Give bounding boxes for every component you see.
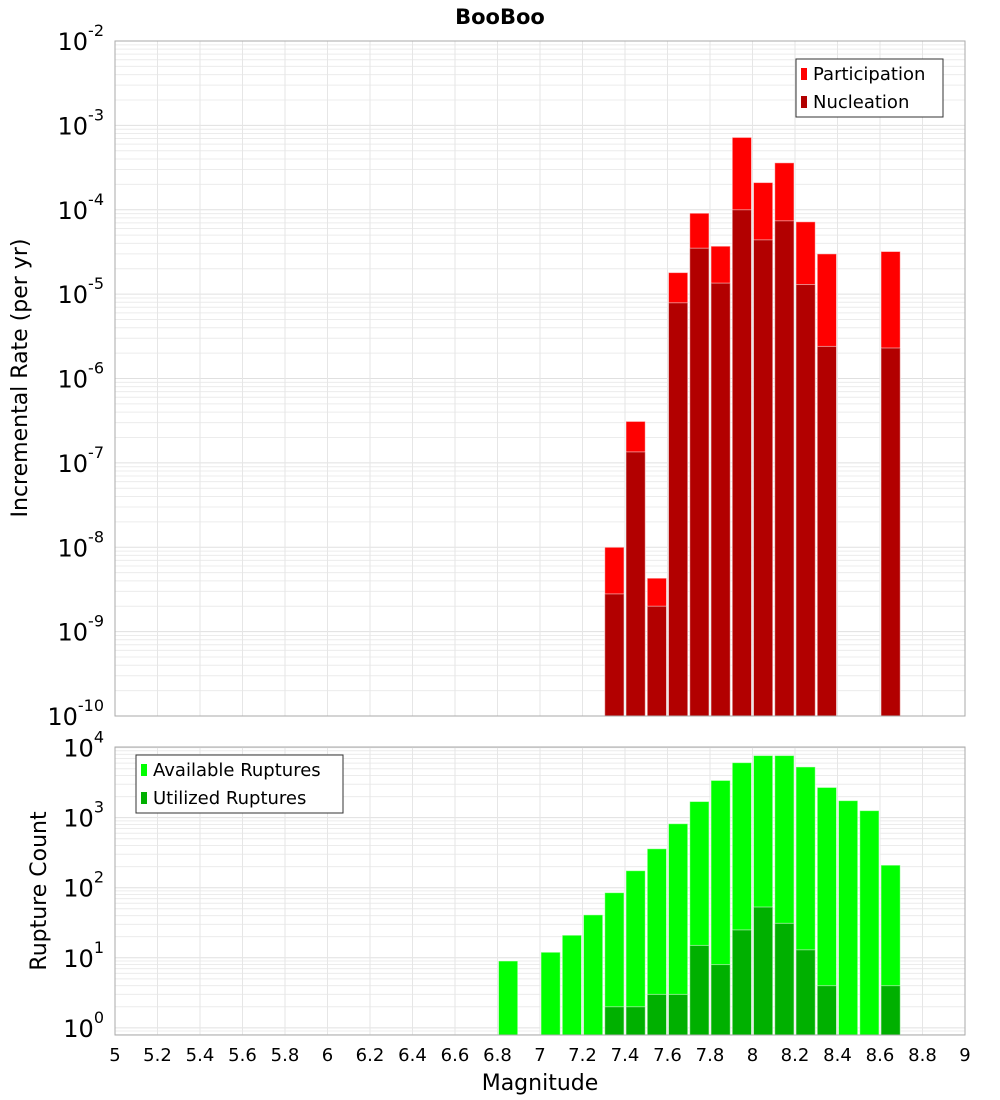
bottom-y-axis-label: Rupture Count [27,811,52,971]
x-tick-label: 5.8 [271,1045,300,1066]
legend: Available Ruptures Utilized Ruptures [135,754,344,814]
bar-available-ruptures [838,800,859,1036]
y-tick-label: 10-3 [58,105,105,140]
x-tick-label: 5 [109,1045,120,1066]
x-tick-label: 8.2 [781,1045,810,1066]
y-tick-label: 10-5 [58,274,105,309]
bar-utilized-ruptures [753,906,774,1036]
x-tick-label: 7.4 [611,1045,640,1066]
bar-nucleation [646,605,667,717]
bar-utilized-ruptures [625,1006,646,1036]
bar-nucleation [774,220,795,717]
x-tick-label: 7.2 [568,1045,597,1066]
y-tick-label: 104 [63,728,104,763]
bar-nucleation [668,302,689,717]
x-tick-label: 6.8 [483,1045,512,1066]
bar-utilized-ruptures [689,944,710,1036]
y-tick-label: 100 [63,1008,104,1043]
x-tick-label: 8.4 [823,1045,852,1066]
plot-panel-1: 10-10 10-9 10-8 10-7 10-6 10-5 10-4 10-3 10-2 Par… [47,21,966,731]
bar-available-ruptures [583,914,604,1036]
x-axis-label: Magnitude [482,1071,599,1096]
legend-box [795,58,944,118]
plot-panel-2: 100 101 102 103 104 Available Ruptures Utilize… [63,728,966,1043]
bar-utilized-ruptures [646,993,667,1036]
legend-label: Available Ruptures [153,760,321,781]
x-tick-label: 8.8 [908,1045,937,1066]
x-tick-label: 7.8 [696,1045,725,1066]
bar-nucleation [689,247,710,717]
bar-utilized-ruptures [731,929,752,1036]
bar-available-ruptures [561,934,582,1036]
x-tick-label: 5.6 [228,1045,257,1066]
y-tick-label: 10-6 [58,359,105,394]
x-tick-label: 9 [959,1045,970,1066]
y-tick-label: 103 [63,798,104,833]
x-tick-label: 7 [534,1045,545,1066]
bar-nucleation [625,451,646,717]
bar-nucleation [731,209,752,717]
y-tick-label: 10-2 [58,21,105,56]
x-tick-label: 6.6 [441,1045,470,1066]
bar-nucleation [710,282,731,717]
x-tick-label: 5.4 [186,1045,215,1066]
top-y-axis-label: Incremental Rate (per yr) [8,239,33,518]
x-tick-label: 6.4 [398,1045,427,1066]
y-tick-label: 101 [63,938,104,973]
bar-nucleation [604,593,625,717]
bar-utilized-ruptures [774,922,795,1036]
y-tick-label: 10-8 [58,527,105,562]
x-tick-label: 8 [747,1045,758,1066]
plot-border [114,40,966,717]
bar-available-ruptures [540,951,561,1036]
bar-utilized-ruptures [710,964,731,1036]
bar-nucleation [880,347,901,717]
bar-utilized-ruptures [816,985,837,1036]
bar-utilized-ruptures [668,993,689,1036]
y-tick-label: 10-7 [58,443,105,478]
y-tick-label: 10-4 [58,190,105,225]
x-tick-label: 8.6 [866,1045,895,1066]
legend-label: Participation [813,64,925,85]
x-tick-label: 6.2 [356,1045,385,1066]
legend-swatch [801,96,807,108]
legend-swatch [801,68,807,80]
y-tick-label: 10-9 [58,612,105,647]
legend-swatch [141,764,147,776]
bar-nucleation [816,345,837,717]
y-tick-label: 10-10 [47,696,104,731]
x-tick-label: 6 [322,1045,333,1066]
bar-utilized-ruptures [880,985,901,1036]
legend-label: Utilized Ruptures [153,788,306,809]
x-tick-label: 7.6 [653,1045,682,1066]
legend-box [135,754,344,814]
legend-swatch [141,792,147,804]
bar-nucleation [753,239,774,717]
chart-title: BooBoo [455,5,545,29]
bar-available-ruptures [859,810,880,1036]
bar-utilized-ruptures [604,1006,625,1036]
bar-utilized-ruptures [795,949,816,1036]
legend: Participation Nucleation [795,58,944,118]
plot-border [114,746,966,1036]
y-tick-label: 102 [63,868,104,903]
legend-label: Nucleation [813,92,909,113]
bar-available-ruptures [498,960,519,1036]
bar-nucleation [795,284,816,717]
x-tick-label: 5.2 [143,1045,172,1066]
